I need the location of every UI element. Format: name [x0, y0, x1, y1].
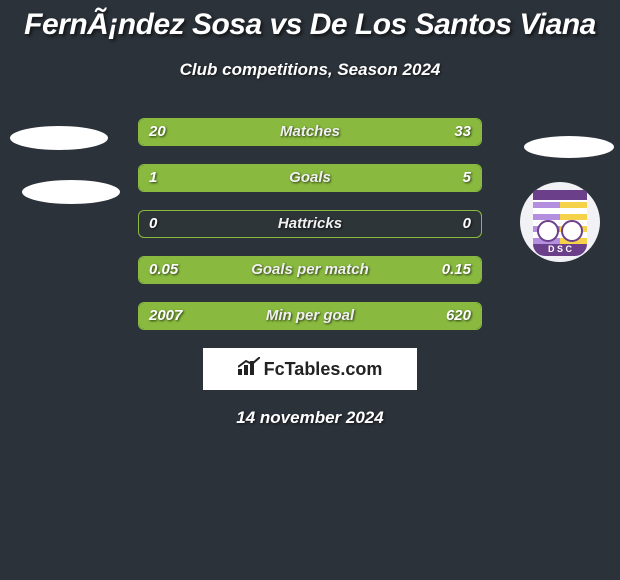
stat-right-value: 33	[454, 119, 471, 145]
stat-row: 2007Min per goal620	[138, 302, 482, 330]
dsc-logo-icon: D S C	[533, 190, 587, 254]
stat-row: 20Matches33	[138, 118, 482, 146]
attribution-box: FcTables.com	[203, 348, 417, 390]
player-left-avatar-1	[10, 126, 108, 150]
stat-label: Hattricks	[139, 211, 481, 237]
stat-bars: 20Matches33 1Goals5 0Hattricks0 0.05Goals p…	[138, 110, 482, 330]
content-area: D S C 20Matches33 1Goals5 0Hattricks0 0.05G…	[0, 110, 620, 428]
stat-label: Goals per match	[139, 257, 481, 283]
stat-label: Goals	[139, 165, 481, 191]
stat-right-value: 5	[463, 165, 471, 191]
stat-label: Matches	[139, 119, 481, 145]
comparison-subtitle: Club competitions, Season 2024	[0, 60, 620, 80]
club-badge-right: D S C	[520, 182, 600, 262]
chart-icon	[238, 357, 260, 382]
snapshot-date: 14 november 2024	[0, 408, 620, 428]
stat-row: 1Goals5	[138, 164, 482, 192]
player-left-avatar-2	[22, 180, 120, 204]
stat-label: Min per goal	[139, 303, 481, 329]
comparison-title: FernÃ¡ndez Sosa vs De Los Santos Viana	[0, 0, 620, 42]
stat-right-value: 0.15	[442, 257, 471, 283]
stat-right-value: 620	[446, 303, 471, 329]
stat-right-value: 0	[463, 211, 471, 237]
player-right-avatar	[524, 136, 614, 158]
stat-row: 0Hattricks0	[138, 210, 482, 238]
attribution-text: FcTables.com	[264, 359, 383, 380]
stat-row: 0.05Goals per match0.15	[138, 256, 482, 284]
